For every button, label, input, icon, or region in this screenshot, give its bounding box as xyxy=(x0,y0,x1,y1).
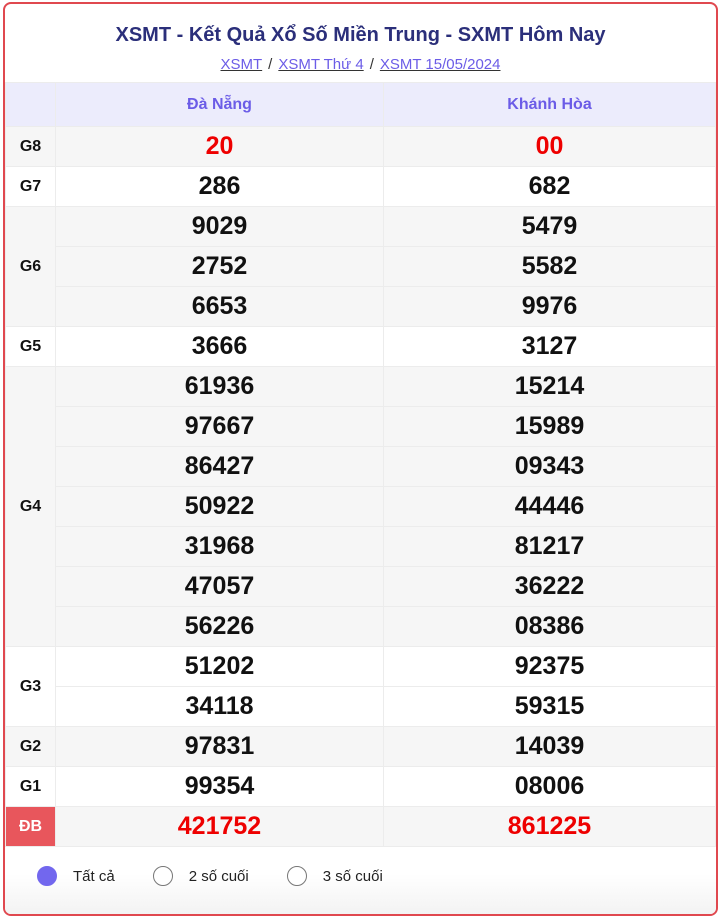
prize-number: 682 xyxy=(383,166,716,207)
table-row: G7 286 682 xyxy=(5,166,716,207)
table-row: G2 97831 14039 xyxy=(5,726,716,767)
table-row: G6 9029 5479 xyxy=(5,206,716,327)
prize-number: 50922 xyxy=(54,486,385,527)
prize-number: 97667 xyxy=(54,406,385,447)
prize-label: G3 xyxy=(5,646,56,727)
breadcrumb-separator: / xyxy=(268,56,273,73)
prize-number: 3127 xyxy=(383,326,716,367)
filter-label: 2 số cuối xyxy=(188,867,249,885)
filter-label: Tất cả xyxy=(73,867,115,885)
table-row: G5 3666 3127 xyxy=(5,326,716,367)
prize-number: 9976 xyxy=(383,286,716,327)
prize-label: ĐB xyxy=(5,806,56,847)
prize-number: 97831 xyxy=(54,726,385,767)
prize-number: 3666 xyxy=(54,326,385,367)
column-header-da-nang[interactable]: Đà Nẵng xyxy=(54,82,385,127)
prize-number: 09343 xyxy=(383,446,716,487)
prize-number: 44446 xyxy=(383,486,716,527)
prize-number: 286 xyxy=(54,166,385,207)
digit-filter: Tất cả 2 số cuối 3 số cuối xyxy=(37,866,421,886)
table-row: ĐB 421752 861225 xyxy=(5,806,716,847)
column-header-khanh-hoa[interactable]: Khánh Hòa xyxy=(383,82,716,127)
table-row: 47057 36222 xyxy=(6,566,716,607)
table-row: 2752 5582 xyxy=(6,246,716,287)
prize-number: 51202 xyxy=(54,646,385,687)
table-row: 86427 09343 xyxy=(6,446,716,487)
prize-number: 2752 xyxy=(54,246,385,287)
breadcrumb: XSMT / XSMT Thứ 4 / XSMT 15/05/2024 xyxy=(5,56,716,73)
prize-number: 5479 xyxy=(383,206,716,247)
prize-number: 861225 xyxy=(383,806,716,847)
results-card: XSMT - Kết Quả Xổ Số Miền Trung - SXMT H… xyxy=(3,2,718,916)
radio-button[interactable] xyxy=(37,866,57,886)
prize-number: 81217 xyxy=(383,526,716,567)
prize-label: G7 xyxy=(5,166,56,207)
prize-label: G8 xyxy=(5,126,56,167)
footer-background xyxy=(5,874,716,914)
page-title: XSMT - Kết Quả Xổ Số Miền Trung - SXMT H… xyxy=(115,24,606,46)
prize-number: 14039 xyxy=(383,726,716,767)
table-row: G3 51202 92375 xyxy=(5,646,716,727)
prize-number: 5582 xyxy=(383,246,716,287)
prize-number: 36222 xyxy=(383,566,716,607)
prize-label: G5 xyxy=(5,326,56,367)
prize-number: 15989 xyxy=(383,406,716,447)
table-row: 50922 44446 xyxy=(6,486,716,527)
table-row: G8 20 00 xyxy=(5,126,716,167)
prize-number: 00 xyxy=(383,126,716,167)
radio-button[interactable] xyxy=(152,866,173,886)
filter-option[interactable]: 3 số cuối xyxy=(286,866,383,886)
table-row: 6653 9976 xyxy=(6,286,716,327)
breadcrumb-weekday[interactable]: XSMT Thứ 4 xyxy=(278,56,364,73)
prize-number: 9029 xyxy=(54,206,385,247)
prize-label: G4 xyxy=(5,366,56,647)
table-row: G1 99354 08006 xyxy=(5,766,716,807)
prize-number: 08386 xyxy=(383,606,716,647)
table-row: G4 61936 15214 xyxy=(5,366,716,647)
prize-number: 61936 xyxy=(54,366,385,407)
prize-number: 15214 xyxy=(383,366,716,407)
prize-number: 421752 xyxy=(54,806,385,847)
prize-number: 56226 xyxy=(54,606,385,647)
table-row: 97667 15989 xyxy=(6,406,716,447)
prize-number: 31968 xyxy=(54,526,385,567)
radio-button[interactable] xyxy=(286,866,307,886)
prize-number: 20 xyxy=(54,126,385,167)
prize-number: 6653 xyxy=(54,286,385,327)
prize-label: G2 xyxy=(5,726,56,767)
filter-label: 3 số cuối xyxy=(322,867,383,885)
table-row: 34118 59315 xyxy=(6,686,716,727)
prize-number: 86427 xyxy=(54,446,385,487)
table-row: 56226 08386 xyxy=(6,606,716,647)
prize-number: 34118 xyxy=(54,686,385,727)
header-empty xyxy=(5,82,56,127)
filter-option[interactable]: 2 số cuối xyxy=(152,866,249,886)
prize-number: 08006 xyxy=(383,766,716,807)
prize-number: 99354 xyxy=(54,766,385,807)
breadcrumb-xsmt[interactable]: XSMT xyxy=(220,56,263,73)
table-header: Đà Nẵng Khánh Hòa xyxy=(5,82,716,127)
results-table: Đà Nẵng Khánh Hòa G8 20 00 G7 286 682 G6 9029 54… xyxy=(5,82,716,847)
prize-label: G1 xyxy=(5,766,56,807)
table-row: 31968 81217 xyxy=(6,526,716,567)
prize-number: 47057 xyxy=(54,566,385,607)
prize-number: 59315 xyxy=(383,686,716,727)
prize-number: 92375 xyxy=(383,646,716,687)
breadcrumb-separator: / xyxy=(369,56,374,73)
breadcrumb-date[interactable]: XSMT 15/05/2024 xyxy=(379,56,501,73)
prize-label: G6 xyxy=(5,206,56,327)
filter-option[interactable]: Tất cả xyxy=(37,866,115,886)
